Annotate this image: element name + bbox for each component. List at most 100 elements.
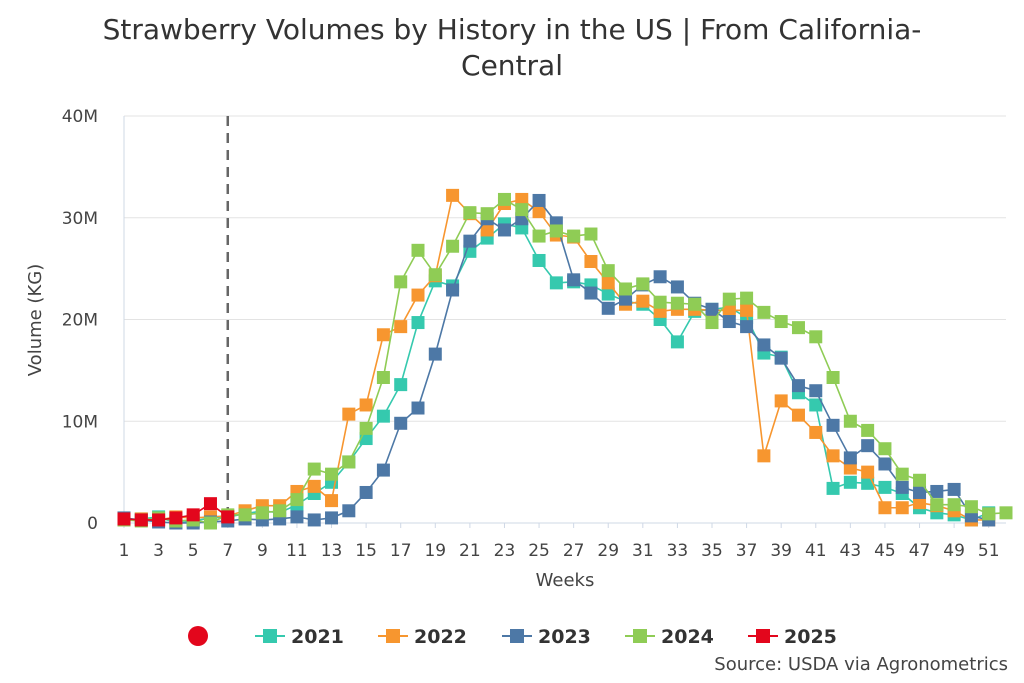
data-point[interactable] xyxy=(325,511,339,525)
data-point[interactable] xyxy=(740,303,754,317)
data-point[interactable] xyxy=(826,481,840,495)
data-point[interactable] xyxy=(325,467,339,481)
data-point[interactable] xyxy=(325,494,339,508)
data-point[interactable] xyxy=(636,277,650,291)
data-point[interactable] xyxy=(411,401,425,415)
data-point[interactable] xyxy=(203,497,217,511)
data-point[interactable] xyxy=(774,351,788,365)
data-point[interactable] xyxy=(757,449,771,463)
data-point[interactable] xyxy=(567,229,581,243)
data-point[interactable] xyxy=(670,335,684,349)
data-point[interactable] xyxy=(411,316,425,330)
data-point[interactable] xyxy=(601,264,615,278)
data-point[interactable] xyxy=(809,330,823,344)
data-point[interactable] xyxy=(307,513,321,527)
data-point[interactable] xyxy=(791,379,805,393)
data-point[interactable] xyxy=(878,457,892,471)
data-point[interactable] xyxy=(843,451,857,465)
data-point[interactable] xyxy=(394,378,408,392)
data-point[interactable] xyxy=(843,461,857,475)
data-point[interactable] xyxy=(307,462,321,476)
data-point[interactable] xyxy=(791,321,805,335)
data-point[interactable] xyxy=(861,465,875,479)
data-point[interactable] xyxy=(809,384,823,398)
data-point[interactable] xyxy=(895,467,909,481)
data-point[interactable] xyxy=(601,287,615,301)
data-point[interactable] xyxy=(515,203,529,217)
data-point[interactable] xyxy=(290,510,304,524)
data-point[interactable] xyxy=(947,482,961,496)
data-point[interactable] xyxy=(913,473,927,487)
data-point[interactable] xyxy=(359,485,373,499)
legend-item-2025[interactable]: 2025 xyxy=(748,626,837,648)
data-point[interactable] xyxy=(809,398,823,412)
data-point[interactable] xyxy=(532,229,546,243)
data-point[interactable] xyxy=(238,508,252,522)
data-point[interactable] xyxy=(601,301,615,315)
data-point[interactable] xyxy=(567,273,581,287)
data-point[interactable] xyxy=(169,511,183,525)
legend-item-2021[interactable]: 2021 xyxy=(255,626,344,648)
data-point[interactable] xyxy=(221,510,235,524)
legend-item-2022[interactable]: 2022 xyxy=(378,626,467,648)
data-point[interactable] xyxy=(117,512,131,526)
data-point[interactable] xyxy=(584,255,598,269)
data-point[interactable] xyxy=(688,297,702,311)
data-point[interactable] xyxy=(826,418,840,432)
data-point[interactable] xyxy=(515,192,529,206)
data-point[interactable] xyxy=(740,291,754,305)
data-point[interactable] xyxy=(446,239,460,253)
data-point[interactable] xyxy=(843,414,857,428)
data-point[interactable] xyxy=(203,516,217,530)
data-point[interactable] xyxy=(722,303,736,317)
data-point[interactable] xyxy=(290,493,304,507)
data-point[interactable] xyxy=(376,328,390,342)
data-point[interactable] xyxy=(342,504,356,518)
data-point[interactable] xyxy=(826,370,840,384)
data-point[interactable] xyxy=(757,305,771,319)
data-point[interactable] xyxy=(359,398,373,412)
data-point[interactable] xyxy=(999,506,1013,520)
data-point[interactable] xyxy=(549,224,563,238)
data-point[interactable] xyxy=(584,227,598,241)
data-point[interactable] xyxy=(394,275,408,289)
data-point[interactable] xyxy=(255,506,269,520)
data-point[interactable] xyxy=(947,498,961,512)
data-point[interactable] xyxy=(307,479,321,493)
data-point[interactable] xyxy=(273,504,287,518)
data-point[interactable] xyxy=(152,513,166,527)
data-point[interactable] xyxy=(722,292,736,306)
data-point[interactable] xyxy=(497,223,511,237)
data-point[interactable] xyxy=(791,408,805,422)
data-point[interactable] xyxy=(809,425,823,439)
data-point[interactable] xyxy=(843,475,857,489)
data-point[interactable] xyxy=(653,295,667,309)
data-point[interactable] xyxy=(930,484,944,498)
data-point[interactable] xyxy=(376,409,390,423)
data-point[interactable] xyxy=(774,394,788,408)
data-point[interactable] xyxy=(376,370,390,384)
data-point[interactable] xyxy=(670,280,684,294)
data-point[interactable] xyxy=(705,302,719,316)
data-point[interactable] xyxy=(670,296,684,310)
data-point[interactable] xyxy=(757,338,771,352)
data-point[interactable] xyxy=(895,501,909,515)
data-point[interactable] xyxy=(428,268,442,282)
data-point[interactable] xyxy=(861,423,875,437)
data-point[interactable] xyxy=(861,439,875,453)
data-point[interactable] xyxy=(913,496,927,510)
data-point[interactable] xyxy=(826,449,840,463)
data-point[interactable] xyxy=(411,243,425,257)
data-point[interactable] xyxy=(895,480,909,494)
data-point[interactable] xyxy=(774,315,788,329)
data-point[interactable] xyxy=(619,292,633,306)
data-point[interactable] xyxy=(446,188,460,202)
data-point[interactable] xyxy=(342,407,356,421)
legend-item-2023[interactable]: 2023 xyxy=(502,626,591,648)
data-point[interactable] xyxy=(930,498,944,512)
data-point[interactable] xyxy=(532,253,546,267)
data-point[interactable] xyxy=(532,193,546,207)
data-point[interactable] xyxy=(601,276,615,290)
data-point[interactable] xyxy=(964,500,978,514)
data-point[interactable] xyxy=(878,501,892,515)
